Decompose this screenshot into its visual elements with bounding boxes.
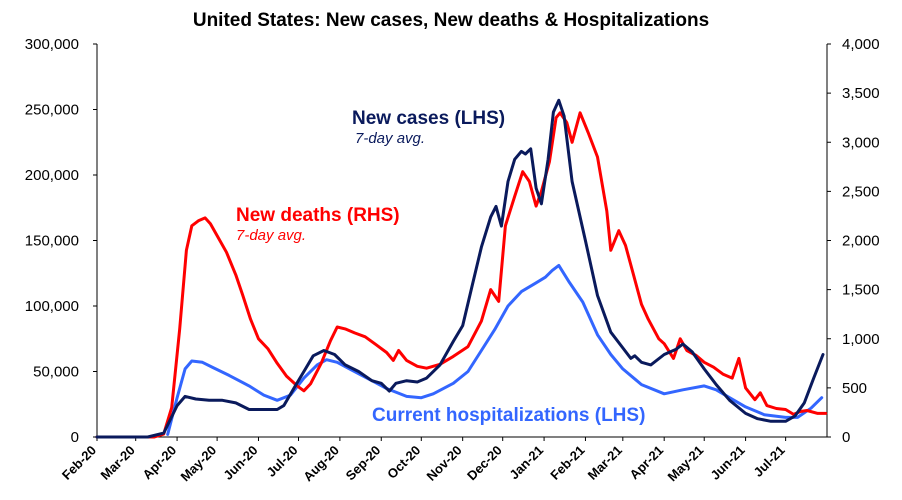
left-tick-label: 150,000 — [25, 233, 79, 250]
left-tick-label: 250,000 — [25, 102, 79, 119]
left-tick-label: 300,000 — [25, 36, 79, 53]
x-tick-label: Jan-21 — [506, 443, 546, 483]
x-tick-label: Aug-20 — [300, 443, 342, 485]
left-tick-label: 0 — [71, 429, 79, 446]
right-tick-label: 1,500 — [842, 282, 880, 299]
x-tick-label: Jun-20 — [220, 443, 260, 483]
x-tick-label: Feb-21 — [547, 443, 587, 483]
left-tick-label: 100,000 — [25, 298, 79, 315]
deaths-label: New deaths (RHS) — [236, 205, 400, 226]
cases-label: New cases (LHS) — [352, 108, 505, 129]
x-tick-label: Apr-21 — [627, 443, 667, 483]
x-tick-label: Apr-20 — [139, 443, 179, 483]
x-tick-label: May-20 — [177, 443, 219, 485]
right-tick-label: 0 — [842, 429, 850, 446]
x-tick-label: Oct-20 — [384, 443, 423, 482]
x-tick-label: Feb-20 — [59, 443, 99, 483]
right-tick-label: 4,000 — [842, 36, 880, 53]
deaths-series-line — [95, 111, 828, 439]
x-tick-label: Mar-21 — [585, 443, 625, 483]
cases-sublabel: 7-day avg. — [355, 130, 425, 147]
x-tick-label: Nov-20 — [424, 443, 465, 484]
x-tick-label: Dec-20 — [464, 443, 505, 484]
x-tick-label: Jul-21 — [751, 443, 788, 480]
hosp-label: Current hospitalizations (LHS) — [372, 405, 645, 426]
deaths-sublabel: 7-day avg. — [236, 227, 306, 244]
x-tick-label: May-21 — [665, 443, 707, 485]
left-tick-label: 200,000 — [25, 167, 79, 184]
hosp-series-line — [166, 263, 824, 436]
x-tick-label: Jun-21 — [707, 443, 747, 483]
right-tick-label: 2,500 — [842, 183, 880, 200]
x-tick-label: Jul-20 — [263, 443, 300, 480]
right-tick-label: 3,000 — [842, 134, 880, 151]
right-tick-label: 3,500 — [842, 85, 880, 102]
x-tick-label: Mar-20 — [98, 443, 138, 483]
cases-series-line — [95, 98, 825, 439]
x-tick-label: Sep-20 — [343, 443, 384, 484]
chart-title: United States: New cases, New deaths & H… — [193, 10, 709, 31]
right-tick-label: 500 — [842, 380, 867, 397]
right-tick-label: 1,000 — [842, 331, 880, 348]
left-tick-label: 50,000 — [33, 364, 79, 381]
right-tick-label: 2,000 — [842, 233, 880, 250]
